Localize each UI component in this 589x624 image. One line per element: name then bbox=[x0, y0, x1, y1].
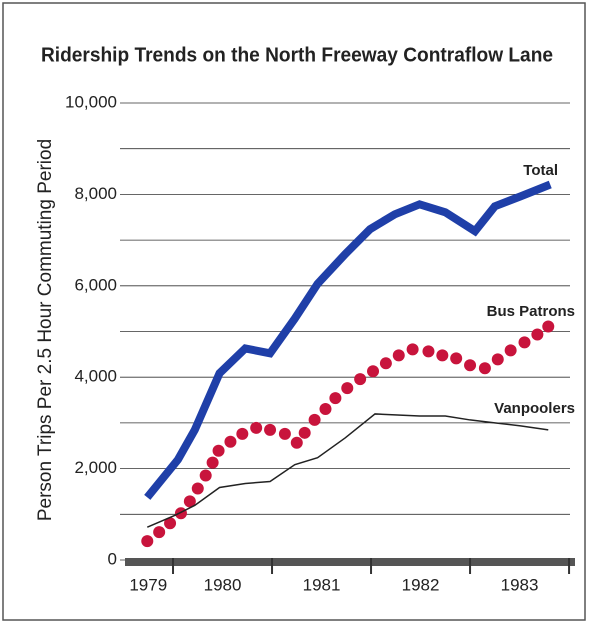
data-point bbox=[308, 413, 321, 426]
data-point bbox=[379, 357, 392, 370]
series-label: Vanpoolers bbox=[494, 400, 575, 417]
x-axis-bar bbox=[125, 558, 575, 566]
y-tick-label: 6,000 bbox=[74, 275, 117, 294]
data-point bbox=[290, 436, 303, 449]
data-point bbox=[436, 349, 449, 362]
data-point bbox=[406, 343, 419, 356]
data-point bbox=[542, 320, 555, 333]
data-point bbox=[224, 435, 237, 448]
data-point bbox=[504, 344, 517, 357]
x-tick-label: 1983 bbox=[501, 575, 539, 594]
data-point bbox=[212, 444, 225, 457]
x-tick-label: 1979 bbox=[129, 575, 167, 594]
data-point bbox=[278, 427, 291, 440]
x-tick-label: 1982 bbox=[402, 575, 440, 594]
data-point bbox=[236, 427, 249, 440]
y-tick-label: 4,000 bbox=[74, 367, 117, 386]
series-label: Total bbox=[523, 162, 558, 179]
data-point bbox=[422, 345, 435, 358]
data-point bbox=[319, 403, 332, 416]
y-tick-label: 10,000 bbox=[65, 92, 117, 111]
data-point bbox=[141, 535, 154, 548]
data-point bbox=[250, 421, 263, 434]
y-tick-label: 2,000 bbox=[74, 458, 117, 477]
data-point bbox=[206, 456, 219, 469]
data-point bbox=[464, 359, 477, 372]
y-tick-label: 8,000 bbox=[74, 184, 117, 203]
y-axis-label: Person Trips Per 2.5 Hour Commuting Peri… bbox=[35, 139, 56, 521]
series-line bbox=[146, 413, 549, 528]
data-point bbox=[392, 349, 405, 362]
x-tick-label: 1981 bbox=[303, 575, 341, 594]
data-point bbox=[518, 336, 531, 349]
data-point bbox=[264, 423, 277, 436]
data-point bbox=[354, 373, 367, 386]
chart-title: Ridership Trends on the North Freeway Co… bbox=[41, 44, 553, 66]
data-point bbox=[183, 495, 196, 508]
data-point bbox=[531, 328, 544, 341]
data-point bbox=[478, 362, 491, 375]
data-point bbox=[199, 469, 212, 482]
x-tick-label: 1980 bbox=[204, 575, 242, 594]
data-point bbox=[174, 507, 187, 520]
y-tick-label: 0 bbox=[108, 549, 117, 568]
data-point bbox=[298, 426, 311, 439]
data-point bbox=[450, 352, 463, 365]
data-point bbox=[367, 365, 380, 378]
series-line bbox=[144, 180, 552, 500]
series-label: Bus Patrons bbox=[487, 303, 575, 320]
data-point bbox=[329, 392, 342, 405]
data-point bbox=[164, 517, 177, 530]
data-point bbox=[341, 382, 354, 395]
data-point bbox=[191, 482, 204, 495]
data-point bbox=[491, 353, 504, 366]
data-point bbox=[153, 526, 166, 539]
